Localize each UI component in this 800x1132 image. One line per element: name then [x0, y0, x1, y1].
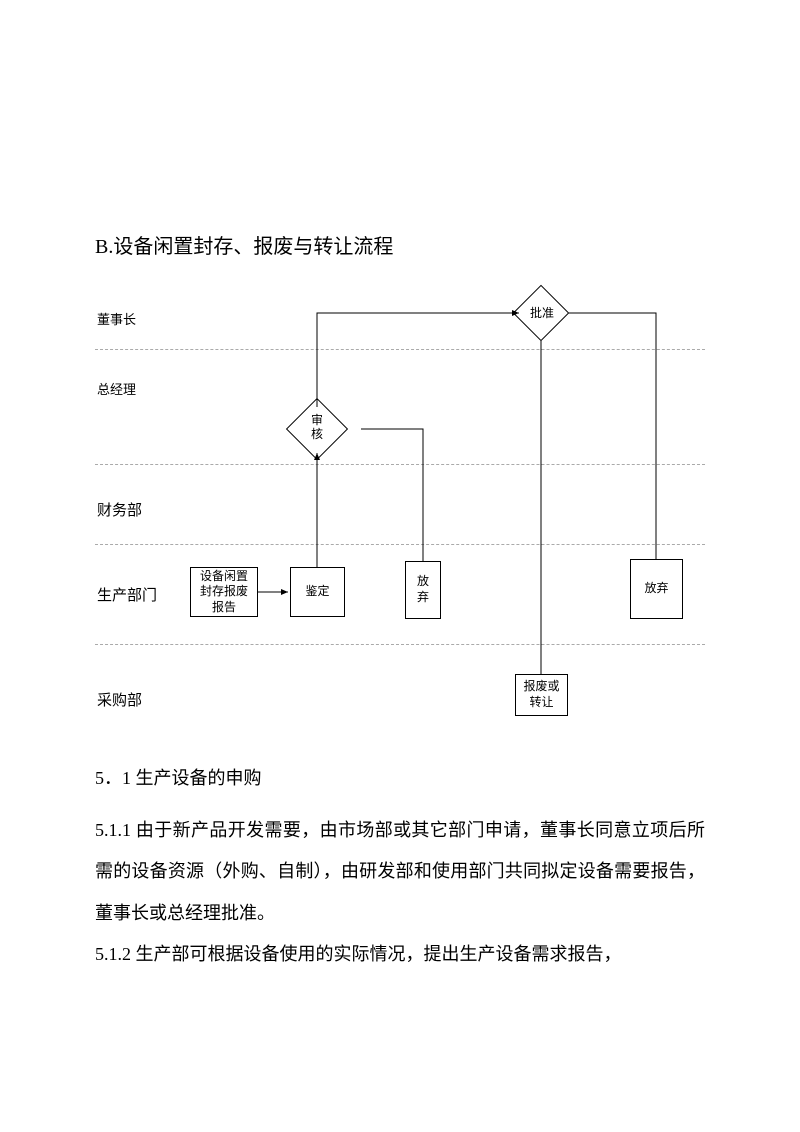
lane-label-gm: 总经理: [97, 379, 136, 398]
section-p2: 5.1.2 生产部可根据设备使用的实际情况，提出生产设备需求报告，: [95, 934, 705, 975]
node-identify: 鉴定: [290, 567, 345, 617]
lane-label-finance: 财务部: [97, 499, 142, 520]
section-p1: 5.1.1 由于新产品开发需要，由市场部或其它部门申请，董事长同意立项后所需的设…: [95, 810, 705, 934]
node-report: 设备闲置 封存报废 报告: [190, 567, 258, 617]
node-review: [286, 398, 348, 460]
node-approve: [513, 285, 570, 342]
node-abandon2: 放弃: [630, 559, 683, 619]
flowchart: 董事长 总经理 财务部 生产部门 采购部 设备闲置 封存报废 报告 鉴定 放 弃…: [95, 289, 705, 739]
section-heading: 5．1 生产设备的申购: [95, 764, 705, 790]
lane-label-purchase: 采购部: [97, 689, 142, 710]
lane-divider: [95, 349, 705, 350]
lane-divider: [95, 464, 705, 465]
node-dispose: 报废或 转让: [515, 674, 568, 716]
lane-divider: [95, 544, 705, 545]
page-title: B.设备闲置封存、报废与转让流程: [95, 230, 705, 259]
lane-label-chairman: 董事长: [97, 309, 136, 328]
lane-divider: [95, 644, 705, 645]
lane-label-production: 生产部门: [97, 584, 157, 605]
flowchart-arrows: [95, 289, 705, 739]
node-abandon1: 放 弃: [405, 561, 441, 619]
